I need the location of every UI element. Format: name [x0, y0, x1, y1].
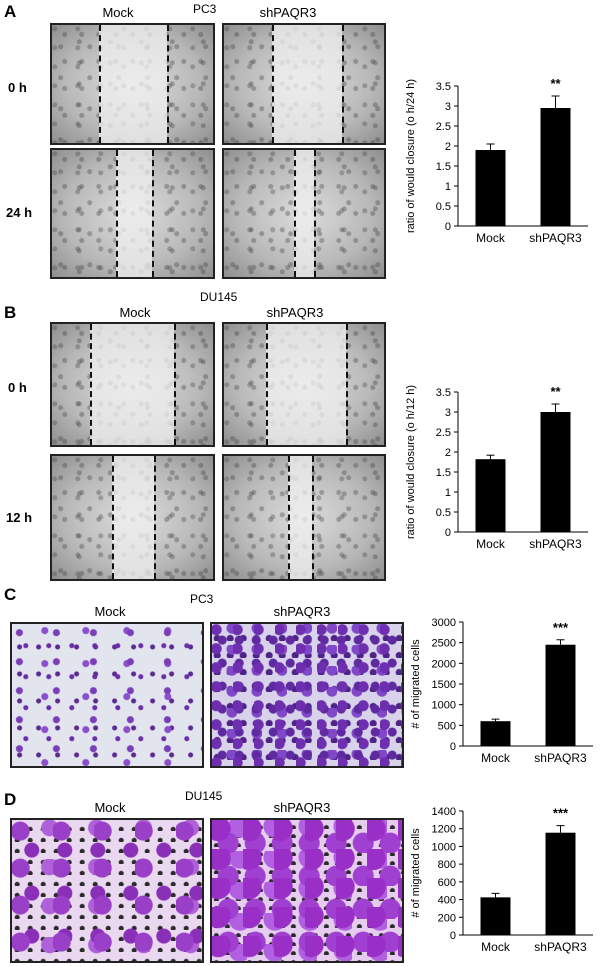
y-tick-label: 3 [445, 101, 451, 113]
y-axis-label: ratio of would closure (o h/12 h) [405, 385, 417, 539]
column-header-shpaqr3-d: shPAQR3 [273, 800, 331, 815]
y-tick-label: 2.5 [436, 427, 451, 439]
significance-marker: ** [550, 76, 561, 91]
x-category-label: Mock [481, 940, 511, 954]
chart-a: 0 0.5 1 1.5 2 2.5 3 3.5 ratio of would closure (… [405, 76, 588, 245]
y-tick-label: 2.5 [436, 121, 451, 133]
bar-shpaqr3 [545, 832, 576, 935]
panel-title-a: PC3 [193, 2, 217, 16]
y-tick-label: 2 [445, 141, 451, 153]
y-tick-label: 1000 [432, 841, 456, 853]
significance-marker: *** [553, 620, 569, 635]
x-category-label: Mock [476, 231, 506, 245]
panel-title-b: DU145 [200, 290, 238, 304]
y-tick-label: 2500 [432, 638, 456, 650]
bar-shpaqr3 [545, 644, 576, 746]
bar-mock [480, 721, 511, 746]
y-tick-label: 3.5 [436, 387, 451, 399]
column-header-mock-b: Mock [119, 305, 151, 320]
transwell-pc3-mock [10, 622, 204, 768]
y-tick-label: 500 [438, 720, 456, 732]
y-tick-label: 0.5 [436, 201, 451, 213]
y-axis-label: ratio of would closure (o h/24 h) [405, 79, 417, 233]
column-header-shpaqr3-b: shPAQR3 [266, 305, 324, 320]
y-tick-label: 0 [450, 930, 456, 942]
row-label-0h-a: 0 h [8, 80, 27, 95]
y-tick-label: 3000 [432, 617, 456, 629]
y-axis-label: # of migrated cells [410, 828, 422, 918]
y-tick-label: 200 [438, 912, 456, 924]
y-tick-label: 1400 [432, 806, 456, 818]
column-header-shpaqr3-c: shPAQR3 [273, 604, 331, 619]
y-tick-label: 400 [438, 895, 456, 907]
y-tick-label: 0 [450, 741, 456, 753]
row-label-0h-b: 0 h [8, 380, 27, 395]
x-category-label: Mock [481, 751, 511, 765]
y-tick-label: 1200 [432, 824, 456, 836]
bar-shpaqr3 [540, 412, 571, 532]
bar-mock [475, 459, 506, 532]
y-tick-label: 3.5 [436, 81, 451, 93]
y-tick-label: 1 [445, 487, 451, 499]
panel-label-d: D [4, 790, 17, 809]
significance-marker: ** [550, 384, 561, 399]
y-tick-label: 1.5 [436, 161, 451, 173]
panel-title-d: DU145 [185, 789, 223, 803]
x-category-label: Mock [476, 537, 506, 551]
column-header-mock-c: Mock [94, 604, 126, 619]
transwell-du145-mock [10, 818, 204, 963]
x-category-label: shPAQR3 [529, 231, 582, 245]
y-tick-label: 1.5 [436, 467, 451, 479]
row-label-12h-b: 12 h [6, 510, 33, 525]
transwell-du145-shpaqr3 [210, 818, 404, 963]
x-category-label: shPAQR3 [534, 751, 587, 765]
y-tick-label: 600 [438, 877, 456, 889]
column-header-mock-a: Mock [102, 5, 134, 20]
chart-c: 0 500 1000 1500 2000 2500 3000 # of migrated ce… [410, 617, 593, 765]
y-tick-label: 1 [445, 181, 451, 193]
y-tick-label: 0 [445, 221, 451, 233]
row-label-24h-a: 24 h [6, 205, 33, 220]
bar-mock [480, 897, 511, 935]
micrograph-du145-mock-12h [50, 454, 215, 581]
micrograph-pc3-mock-0h [50, 23, 215, 145]
y-tick-label: 2 [445, 447, 451, 459]
significance-marker: *** [553, 806, 569, 821]
y-tick-label: 3 [445, 407, 451, 419]
micrograph-pc3-mock-24h [50, 148, 215, 279]
column-header-mock-d: Mock [94, 800, 126, 815]
y-tick-label: 0.5 [436, 507, 451, 519]
y-tick-label: 2000 [432, 658, 456, 670]
panel-label-a: A [4, 2, 17, 21]
x-category-label: shPAQR3 [534, 940, 587, 954]
y-axis-label: # of migrated cells [410, 639, 422, 729]
micrograph-du145-shpaqr3-12h [222, 454, 386, 581]
column-header-shpaqr3-a: shPAQR3 [259, 5, 317, 20]
panel-label-b: B [4, 303, 17, 322]
chart-d: 0 200 400 600 800 1000 1200 1400 # of migrated c… [410, 806, 593, 954]
micrograph-pc3-shpaqr3-0h [222, 23, 386, 145]
y-tick-label: 0 [445, 527, 451, 539]
panel-label-c: C [4, 585, 17, 604]
y-tick-label: 1500 [432, 679, 456, 691]
transwell-pc3-shpaqr3 [210, 622, 404, 768]
micrograph-du145-shpaqr3-0h [222, 322, 386, 447]
panel-title-c: PC3 [190, 592, 214, 606]
micrograph-du145-mock-0h [50, 322, 215, 447]
bar-shpaqr3 [540, 108, 571, 226]
micrograph-pc3-shpaqr3-24h [222, 148, 386, 279]
y-tick-label: 1000 [432, 700, 456, 712]
chart-b: 0 0.5 1 1.5 2 2.5 3 3.5 ratio of would closure (… [405, 384, 588, 551]
y-tick-label: 800 [438, 859, 456, 871]
x-category-label: shPAQR3 [529, 537, 582, 551]
bar-mock [475, 150, 506, 226]
